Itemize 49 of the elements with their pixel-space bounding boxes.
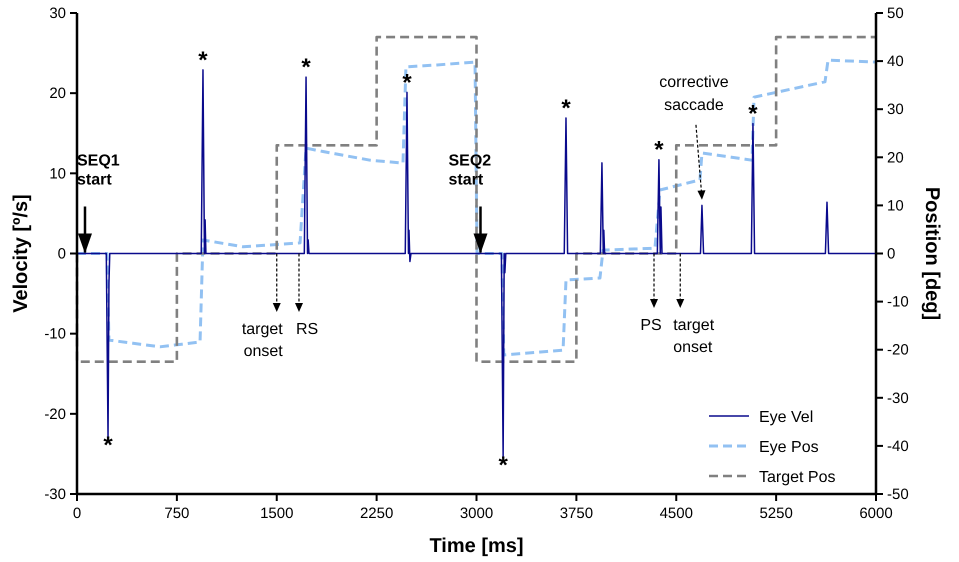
- y-tick-label: 0: [58, 246, 66, 262]
- legend-label: Target Pos: [759, 469, 836, 486]
- y2-tick-label: 10: [887, 197, 904, 214]
- y-tick-label: 30: [49, 5, 66, 22]
- y-tick-label: 10: [49, 165, 66, 182]
- y2-tick-label: -10: [887, 294, 909, 311]
- y-tick-label: -20: [44, 406, 66, 423]
- x-tick-label: 2250: [360, 505, 394, 522]
- y2-tick-label: -40: [887, 438, 909, 455]
- legend-label: Eye Pos: [759, 439, 819, 456]
- x-tick-label: 750: [164, 505, 190, 522]
- annotation: *: [498, 452, 508, 480]
- annotation: SEQ1 start: [76, 152, 120, 188]
- y-axis-title: Velocity [º/s]: [10, 194, 32, 313]
- annotation: *: [561, 95, 572, 122]
- annotation: corrective saccade: [659, 74, 729, 114]
- annotation: *: [748, 100, 758, 128]
- y2-axis-title: Position [deg]: [921, 186, 943, 320]
- annotation: SEQ2 start: [448, 152, 492, 188]
- y2-tick-label: -20: [887, 342, 909, 359]
- annotation: RS: [296, 321, 318, 338]
- x-tick-label: 3750: [560, 505, 594, 522]
- x-tick-label: 0: [72, 505, 82, 522]
- annotation: target onset: [673, 317, 715, 356]
- annotation: *: [402, 69, 412, 96]
- x-tick-label: 6000: [859, 505, 893, 522]
- annotation: *: [301, 54, 312, 82]
- y2-tick-label: 30: [887, 101, 904, 118]
- annotation: *: [654, 136, 664, 164]
- x-tick-label: 5250: [759, 505, 793, 522]
- y-tick-label: -10: [44, 326, 66, 343]
- annotation: *: [103, 432, 114, 460]
- y-tick-label: -30: [44, 486, 66, 503]
- legend-label: Eye Vel: [759, 409, 814, 426]
- y-tick-label: 20: [49, 85, 66, 102]
- line-series: [76, 69, 877, 458]
- x-axis-title: Time [ms]: [429, 535, 524, 557]
- y2-tick-label: -30: [887, 390, 909, 407]
- x-tick-label: 1500: [260, 505, 294, 522]
- y2-tick-label: 50: [887, 5, 904, 22]
- y2-tick-label: 0: [887, 246, 896, 262]
- y2-tick-label: 20: [887, 149, 904, 166]
- annotation: *: [198, 46, 208, 74]
- x-tick-label: 3000: [460, 505, 494, 522]
- y2-tick-label: -50: [887, 486, 909, 503]
- annotation: PS: [640, 317, 662, 334]
- y2-tick-label: 40: [887, 53, 904, 70]
- x-tick-label: 4500: [660, 505, 693, 522]
- annotation: target onset: [242, 321, 284, 360]
